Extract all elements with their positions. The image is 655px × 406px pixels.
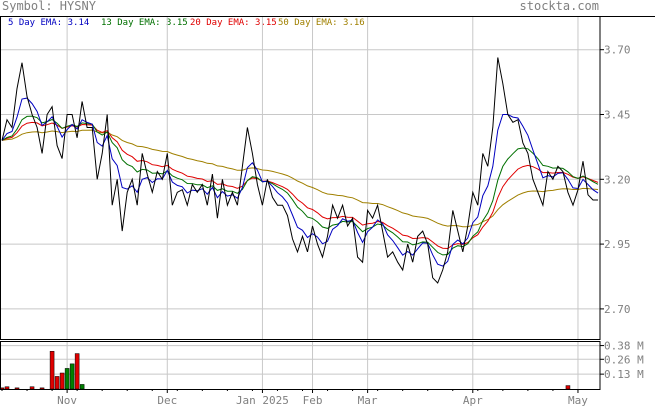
volume-panel-border: [0, 341, 601, 390]
volume-bar: [29, 386, 35, 390]
volume-bar: [59, 372, 65, 390]
price-lines: [1, 57, 599, 284]
series-ema20-line: [1, 121, 599, 250]
volume-bar: [74, 353, 80, 390]
volume-bar: [79, 384, 85, 390]
price-tick-label: 2.95: [604, 238, 631, 251]
symbol-label: Symbol: HYSNY: [2, 0, 96, 13]
legend-ema5: 5 Day EMA: 3.14: [8, 18, 90, 28]
legend-ema13: 13 Day EMA: 3.15: [101, 18, 188, 28]
series-ema50-line: [1, 129, 599, 228]
series-ema5-line: [1, 97, 599, 267]
volume-tick-label: 0.38 M: [604, 340, 644, 353]
volume-bar: [14, 387, 20, 390]
price-tick-label: 2.70: [604, 303, 631, 316]
month-tick-label: Jan 2025: [236, 394, 289, 406]
price-tick-label: 3.70: [604, 44, 631, 57]
volume-bar: [54, 376, 60, 390]
month-tick-label: Dec: [157, 394, 177, 406]
month-tick-label: Mar: [358, 394, 378, 406]
axis-labels: 3.70 3.45 3.20 2.95 2.70 0.38 M0.26 M 0.13 M No…: [1, 44, 644, 406]
volume-tick-label: 0.26 M: [604, 353, 644, 366]
month-tick-label: May: [568, 394, 588, 406]
series-close-line: [1, 57, 598, 284]
legend-ema50: 50 Day EMA: 3.16: [278, 18, 365, 28]
volume-bar: [4, 386, 10, 390]
legend-ema20: 20 Day EMA: 3.15: [190, 18, 277, 28]
month-tick-label: Nov: [57, 394, 77, 406]
price-tick-label: 3.20: [604, 173, 631, 186]
volume-bar: [64, 368, 70, 390]
volume-bars: [0, 351, 571, 390]
price-tick-label: 3.45: [604, 108, 631, 121]
chart-frame: [0, 16, 655, 390]
series-ema13-line: [1, 115, 599, 256]
month-tick-label: Apr: [463, 394, 483, 406]
site-label: stockta.com: [519, 0, 599, 13]
volume-bar: [69, 363, 75, 390]
grid: [0, 16, 600, 389]
volume-bar: [565, 385, 571, 390]
month-tick-label: Feb: [303, 394, 323, 406]
volume-tick-label: 0.13 M: [604, 368, 644, 381]
volume-bar: [49, 351, 55, 390]
volume-bar: [39, 387, 45, 390]
